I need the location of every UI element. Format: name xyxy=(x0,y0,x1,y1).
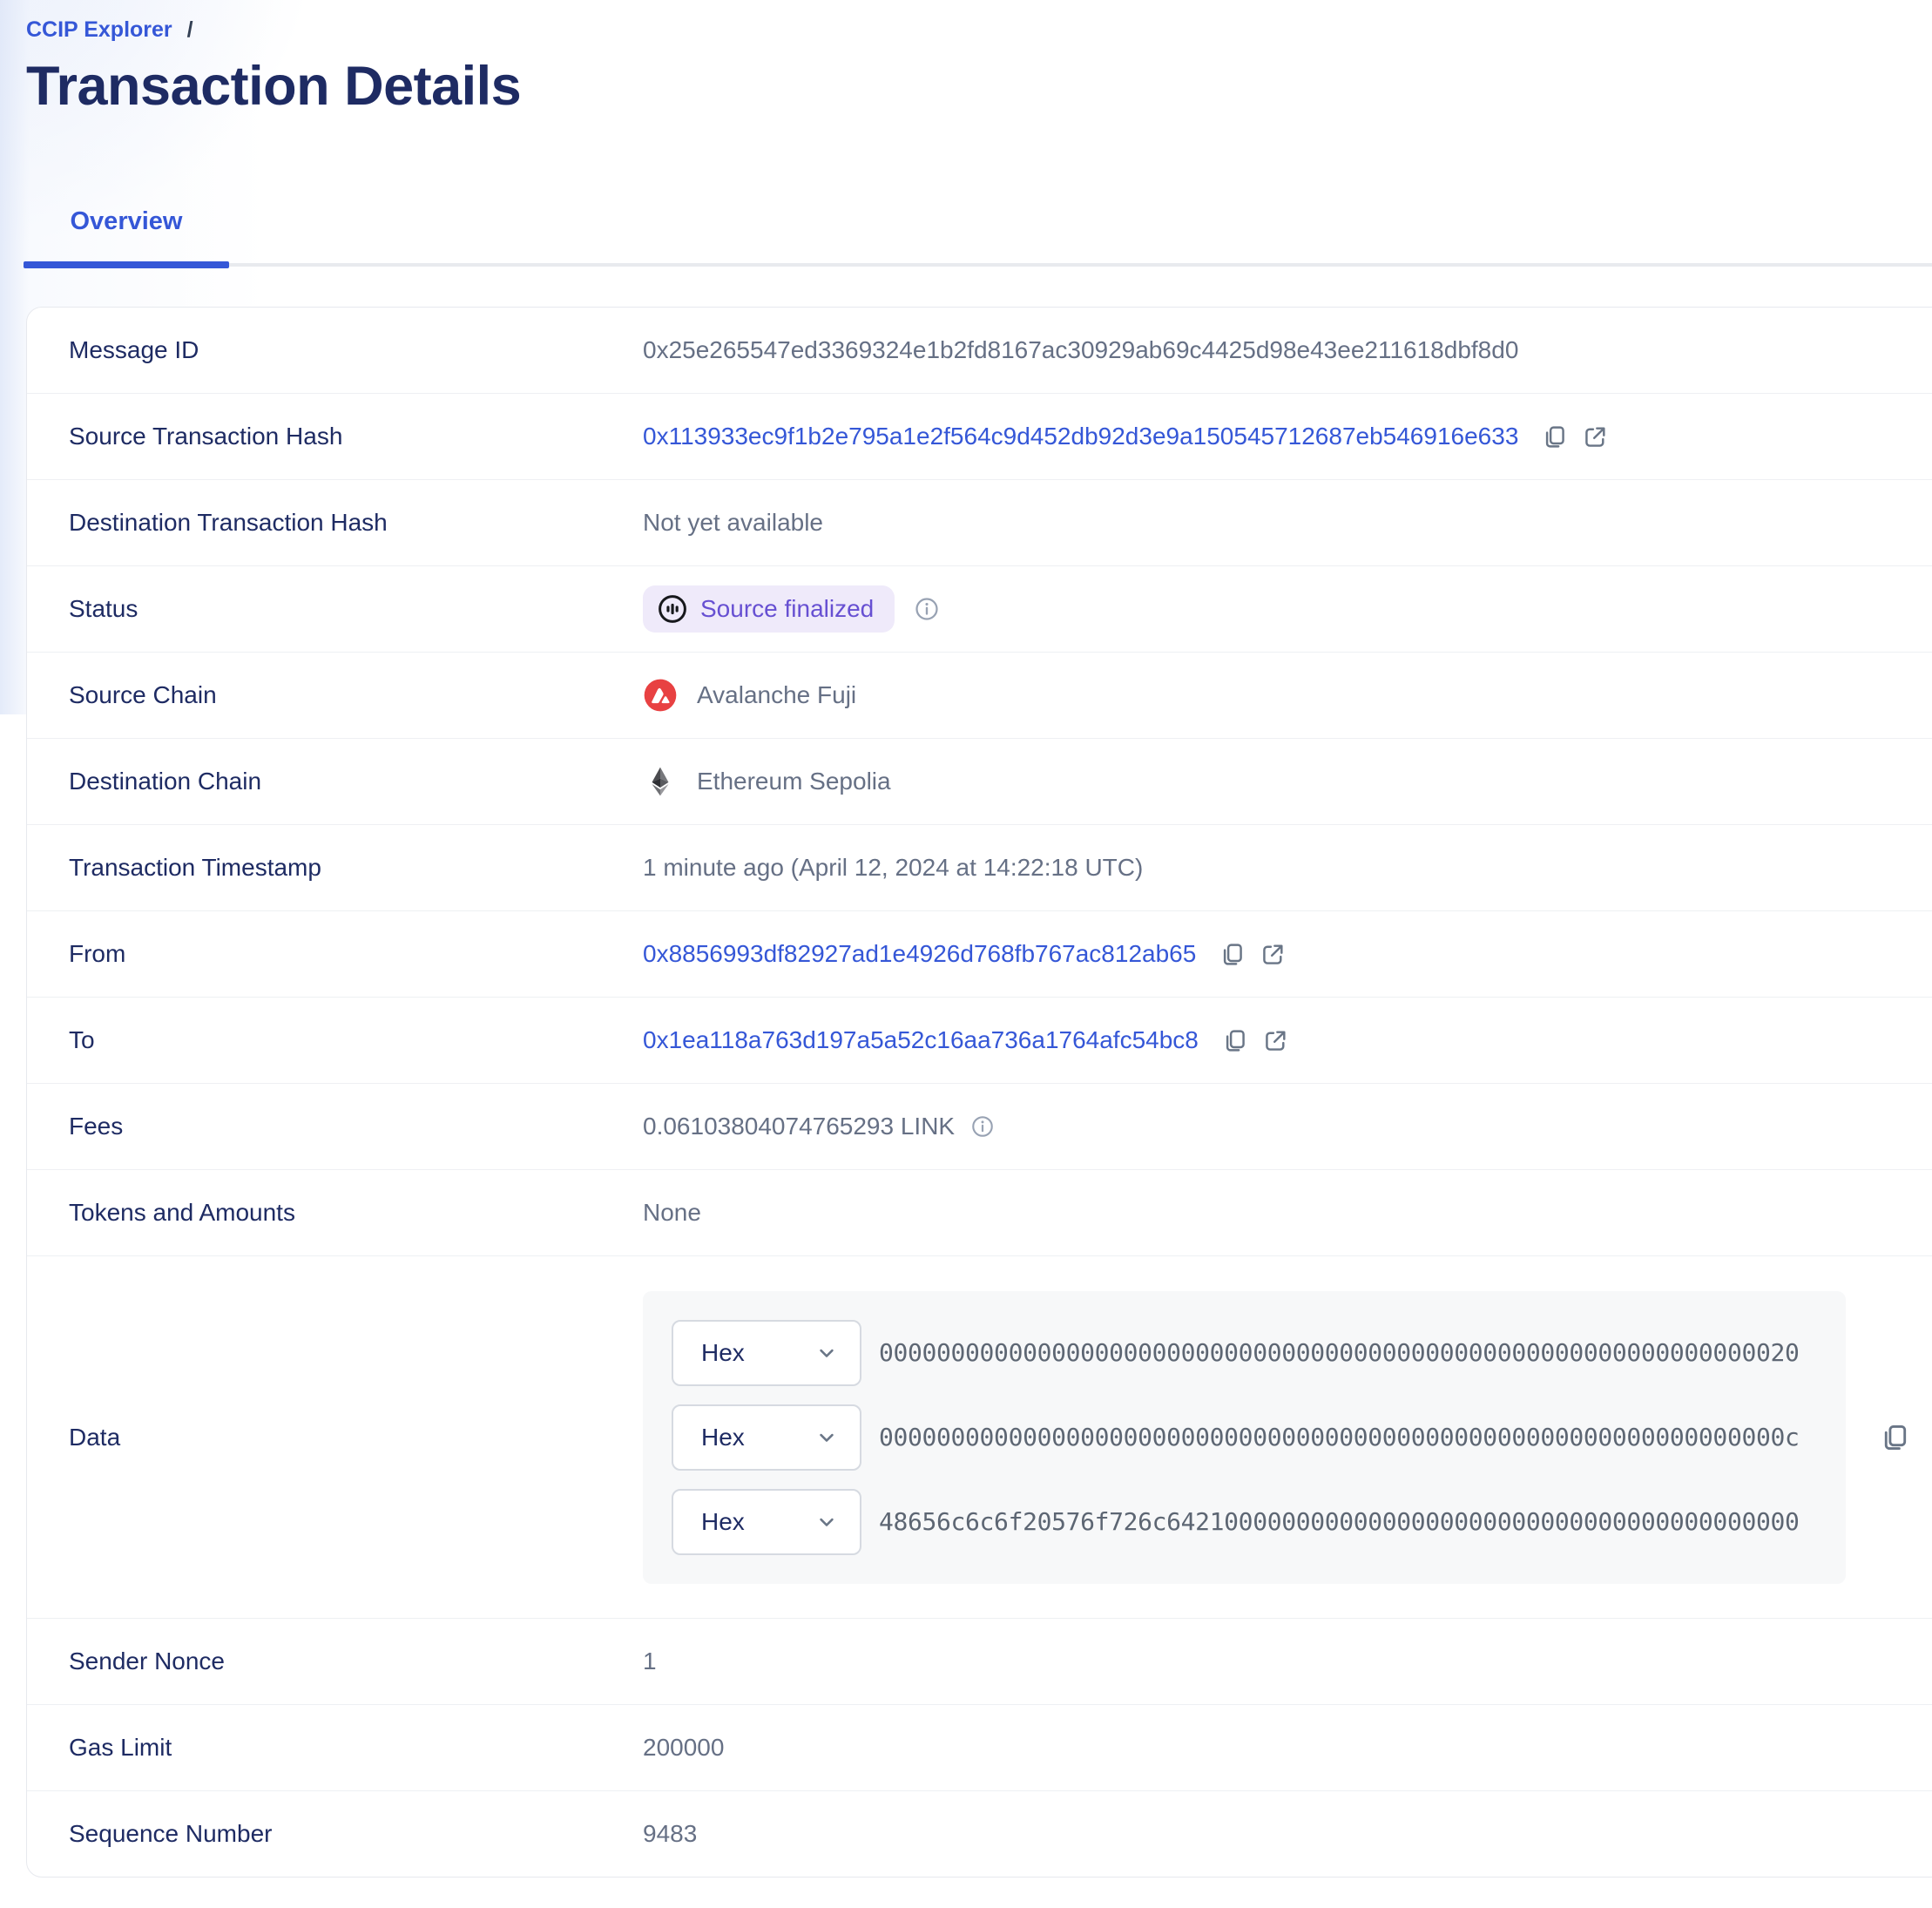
hex-format-select-value: Hex xyxy=(701,1423,745,1451)
copy-icon[interactable] xyxy=(1219,941,1246,968)
row-tokens-and-amounts: Tokens and Amounts None xyxy=(27,1169,1932,1255)
hex-format-select-value: Hex xyxy=(701,1507,745,1535)
chevron-down-icon xyxy=(820,1433,834,1442)
sender-nonce-value: 1 xyxy=(643,1648,657,1675)
breadcrumb-link-ccip-explorer[interactable]: CCIP Explorer xyxy=(26,17,172,42)
hex-format-select[interactable]: Hex xyxy=(672,1404,861,1471)
data-line: Hex 48656c6c6f20576f726c6421000000000000… xyxy=(672,1488,1820,1555)
row-source-chain: Source Chain Avalanche Fuji xyxy=(27,652,1932,738)
row-label: Message ID xyxy=(69,336,199,363)
row-label: Fees xyxy=(69,1113,124,1140)
tab-track xyxy=(0,261,1932,268)
row-gas-limit: Gas Limit 200000 xyxy=(27,1704,1932,1790)
ethereum-icon xyxy=(652,767,669,796)
data-line: Hex 000000000000000000000000000000000000… xyxy=(672,1404,1820,1471)
hex-format-select-value: Hex xyxy=(701,1338,745,1366)
row-label: Source Transaction Hash xyxy=(69,423,343,450)
row-destination-chain: Destination Chain Ethereum Sepolia xyxy=(27,738,1932,824)
external-link-icon[interactable] xyxy=(1262,1027,1289,1054)
destination-chain: Ethereum Sepolia xyxy=(643,764,891,799)
breadcrumb: CCIP Explorer / xyxy=(26,16,1932,44)
external-link-icon[interactable] xyxy=(1582,423,1609,450)
transaction-timestamp-value: 1 minute ago (April 12, 2024 at 14:22:18… xyxy=(643,854,1144,881)
tab-overview-label: Overview xyxy=(70,207,183,235)
gas-limit-value: 200000 xyxy=(643,1734,725,1761)
from-address-link[interactable]: 0x8856993df82927ad1e4926d768fb767ac812ab… xyxy=(643,940,1197,967)
page-header: CCIP Explorer / Transaction Details xyxy=(0,0,1932,118)
avalanche-icon xyxy=(644,679,677,712)
hex-format-select[interactable]: Hex xyxy=(672,1488,861,1555)
row-source-transaction-hash: Source Transaction Hash 0x113933ec9f1b2e… xyxy=(27,393,1932,479)
row-label: Sequence Number xyxy=(69,1820,273,1847)
tab-overview[interactable]: Overview xyxy=(24,207,229,236)
tab-bar: Overview xyxy=(0,207,1932,268)
tokens-and-amounts-value: None xyxy=(643,1199,701,1226)
breadcrumb-separator: / xyxy=(186,17,193,42)
source-chain-name: Avalanche Fuji xyxy=(697,681,857,708)
chevron-down-icon xyxy=(820,1349,834,1357)
row-label: Transaction Timestamp xyxy=(69,854,321,881)
fees-value: 0.06103804074765293 LINK xyxy=(643,1113,956,1140)
row-to: To 0x1ea118a763d197a5a52c16aa736a1764afc… xyxy=(27,997,1932,1083)
tab-track-line xyxy=(24,263,1932,267)
row-label: Status xyxy=(69,595,138,622)
status-badge-label: Source finalized xyxy=(700,595,875,622)
to-address-link[interactable]: 0x1ea118a763d197a5a52c16aa736a1764afc54b… xyxy=(643,1026,1199,1053)
row-status: Status Source finalized xyxy=(27,565,1932,652)
row-data: Data Hex 0000000000000000000000000000000… xyxy=(27,1255,1932,1618)
row-label: Tokens and Amounts xyxy=(69,1199,295,1226)
row-label: Destination Transaction Hash xyxy=(69,509,388,536)
row-destination-transaction-hash: Destination Transaction Hash Not yet ava… xyxy=(27,479,1932,565)
external-link-icon[interactable] xyxy=(1260,941,1287,968)
row-label: Data xyxy=(69,1423,121,1451)
sequence-number-value: 9483 xyxy=(643,1820,698,1847)
row-from: From 0x8856993df82927ad1e4926d768fb767ac… xyxy=(27,910,1932,997)
info-icon[interactable] xyxy=(914,596,940,622)
data-hex-panel: Hex 000000000000000000000000000000000000… xyxy=(643,1290,1846,1584)
row-transaction-timestamp: Transaction Timestamp 1 minute ago (Apri… xyxy=(27,824,1932,910)
row-label: Source Chain xyxy=(69,681,217,708)
row-label: To xyxy=(69,1026,95,1053)
copy-icon[interactable] xyxy=(1221,1027,1248,1054)
info-icon[interactable] xyxy=(970,1114,995,1139)
destination-transaction-hash-value: Not yet available xyxy=(643,509,824,536)
status-progress-icon xyxy=(659,595,686,623)
row-label: Gas Limit xyxy=(69,1734,172,1761)
tab-active-indicator xyxy=(24,261,229,268)
status-badge: Source finalized xyxy=(643,585,895,633)
row-sequence-number: Sequence Number 9483 xyxy=(27,1790,1932,1877)
copy-icon[interactable] xyxy=(1879,1422,1910,1453)
row-label: From xyxy=(69,940,126,967)
data-hex-value: 48656c6c6f20576f726c64210000000000000000… xyxy=(879,1507,1800,1536)
row-label: Destination Chain xyxy=(69,768,262,795)
row-label: Sender Nonce xyxy=(69,1648,226,1675)
chevron-down-icon xyxy=(820,1518,834,1526)
row-fees: Fees 0.06103804074765293 LINK xyxy=(27,1083,1932,1169)
data-hex-value: 0000000000000000000000000000000000000000… xyxy=(879,1338,1800,1367)
message-id-value: 0x25e265547ed3369324e1b2fd8167ac30929ab6… xyxy=(643,336,1519,363)
row-sender-nonce: Sender Nonce 1 xyxy=(27,1618,1932,1704)
transaction-details-card: Message ID 0x25e265547ed3369324e1b2fd816… xyxy=(26,307,1932,1878)
copy-icon[interactable] xyxy=(1541,423,1568,450)
source-transaction-hash-link[interactable]: 0x113933ec9f1b2e795a1e2f564c9d452db92d3e… xyxy=(643,423,1519,450)
row-message-id: Message ID 0x25e265547ed3369324e1b2fd816… xyxy=(27,308,1932,393)
data-hex-value: 0000000000000000000000000000000000000000… xyxy=(879,1423,1800,1451)
destination-chain-name: Ethereum Sepolia xyxy=(697,768,891,795)
page-title: Transaction Details xyxy=(26,56,522,117)
data-line: Hex 000000000000000000000000000000000000… xyxy=(672,1319,1820,1386)
hex-format-select[interactable]: Hex xyxy=(672,1319,861,1386)
source-chain: Avalanche Fuji xyxy=(643,678,856,713)
